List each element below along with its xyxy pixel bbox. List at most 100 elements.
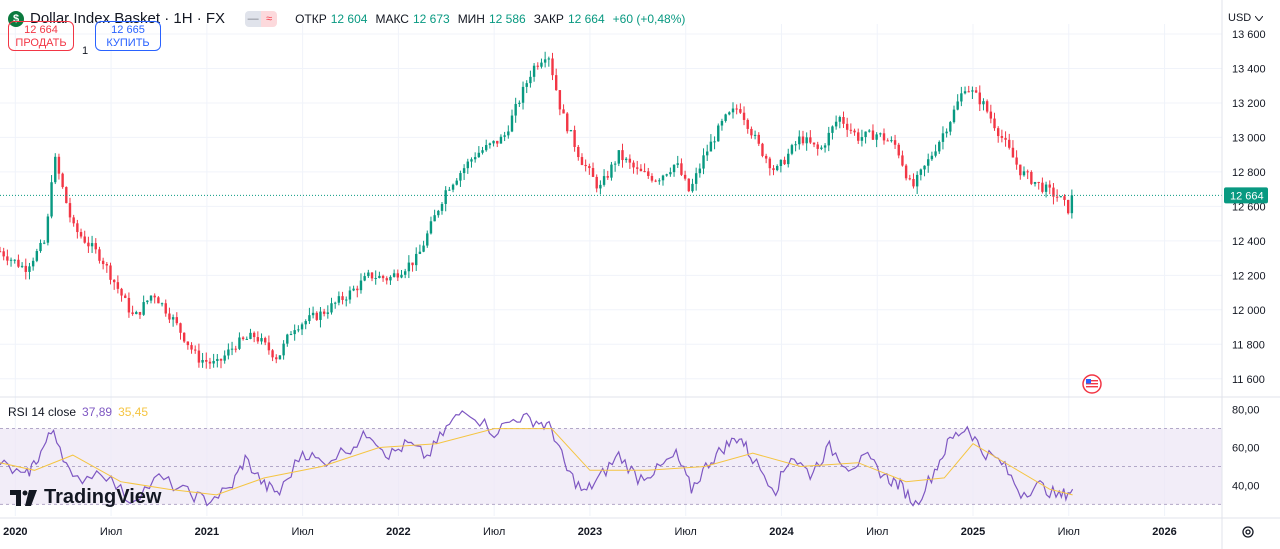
candle-body (510, 115, 514, 132)
candle-body (135, 312, 138, 315)
candle-body (1048, 184, 1051, 188)
candle-body (706, 151, 709, 156)
candle-body (694, 173, 698, 184)
market-status-icon: — (245, 10, 262, 27)
high-label: МАКС (375, 11, 409, 26)
candle-body (518, 102, 521, 104)
candle-body (941, 133, 945, 142)
candle-body (485, 145, 488, 151)
low-label: МИН (457, 11, 485, 26)
candle-body (588, 166, 591, 169)
candle-body (643, 171, 646, 173)
candle-body (17, 259, 20, 267)
candle-body (28, 266, 31, 272)
candle-body (624, 158, 628, 161)
candle-body (448, 189, 451, 191)
rsi-legend[interactable]: RSI 14 close 37,89 35,45 (8, 405, 148, 419)
candle-body (536, 65, 539, 67)
candle-body (919, 169, 923, 175)
candle-body (326, 312, 330, 314)
candle-body (422, 245, 425, 252)
candle-body (739, 109, 742, 113)
candle-body (783, 159, 786, 165)
candle-body (927, 159, 930, 166)
candle-body (105, 264, 109, 266)
candle-body (1008, 139, 1011, 148)
candle-body (116, 282, 120, 289)
chart-header: $ Dollar Index Basket · 1Н · FX — ≈ ОТКР… (8, 10, 689, 27)
tradingview-logo[interactable]: TradingView (10, 486, 161, 509)
candle-body (897, 144, 900, 156)
candle-body (356, 288, 359, 291)
candle-body (35, 251, 39, 261)
candle-body (956, 101, 959, 110)
sell-label: ПРОДАТЬ (15, 37, 67, 49)
candle-body (260, 338, 263, 342)
candle-body (680, 163, 683, 175)
candle-body (945, 131, 948, 134)
candle-body (322, 311, 326, 314)
candle-body (658, 180, 661, 182)
candle-body (908, 178, 911, 180)
currency-selector[interactable]: USD (1228, 12, 1264, 24)
high-value: 12 673 (412, 11, 450, 26)
candle-body (1004, 137, 1007, 140)
quantity-value[interactable]: 1 (82, 45, 89, 57)
buy-button[interactable]: 12 665 КУПИТЬ (95, 21, 161, 51)
candle-body (949, 122, 952, 132)
candle-body (345, 299, 348, 301)
candle-body (860, 137, 864, 141)
candle-body (753, 134, 757, 136)
candle-body (72, 217, 75, 224)
candle-body (50, 182, 53, 217)
candle-body (996, 128, 1000, 137)
gear-icon[interactable] (1240, 524, 1256, 540)
candle-body (974, 90, 978, 93)
time-tick-label: 2020 (3, 526, 27, 538)
candle-body (112, 279, 116, 283)
candle-body (297, 329, 300, 331)
candle-body (1030, 171, 1033, 184)
candle-body (31, 260, 35, 267)
candle-body (584, 164, 587, 167)
candle-body (179, 323, 182, 333)
last-price-label: 12 664 (1230, 190, 1264, 202)
open-value: 12 604 (330, 11, 368, 26)
us-flag-icon[interactable] (1082, 374, 1102, 394)
candle-body (9, 259, 13, 261)
candle-body (182, 332, 186, 342)
candle-body (429, 221, 433, 234)
candle-body (267, 342, 271, 351)
sell-button[interactable]: 12 664 ПРОДАТЬ (8, 21, 74, 51)
candle-body (893, 140, 897, 145)
candle-body (315, 312, 318, 320)
candle-body (757, 134, 760, 144)
candle-body (197, 350, 201, 363)
candle-body (647, 171, 650, 176)
price-tick-label: 12 400 (1232, 236, 1266, 248)
time-tick-label: 2024 (769, 526, 794, 538)
candle-body (1044, 184, 1048, 192)
candle-body (661, 175, 665, 181)
candle-body (1063, 196, 1066, 200)
rsi-line (0, 410, 1074, 507)
candle-body (842, 117, 845, 124)
status-pill[interactable]: — ≈ (245, 10, 278, 27)
candle-body (632, 162, 635, 168)
candle-body (731, 108, 735, 113)
change-value: +60 (+0,48%) (612, 11, 686, 26)
candle-body (580, 157, 584, 165)
candle-body (993, 118, 996, 129)
symbol-title[interactable]: Dollar Index Basket · 1Н · FX (30, 10, 226, 27)
candle-body (709, 141, 713, 152)
candle-body (1022, 171, 1026, 176)
candle-body (440, 203, 444, 211)
candle-body (1070, 195, 1074, 214)
candle-body (61, 173, 64, 188)
candle-body (890, 140, 893, 142)
candle-body (83, 236, 86, 243)
candle-body (407, 262, 411, 272)
candle-body (488, 143, 492, 146)
candle-body (348, 290, 352, 300)
